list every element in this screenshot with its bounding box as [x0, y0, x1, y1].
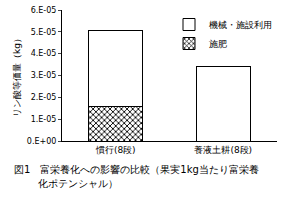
svg-text:施肥: 施肥	[209, 39, 227, 49]
svg-text:3.E-05: 3.E-05	[31, 71, 57, 80]
html-text:図1 富栄養化への影響の比較（果実1kg当たり富栄養化ポテン: 図1 富栄養化への影響の比較（果実1kg当たり富栄養化ポテンシャル）	[14, 164, 259, 189]
svg-text:5.E-05: 5.E-05	[31, 28, 57, 37]
svg-text:4.E-05: 4.E-05	[31, 49, 57, 58]
svg-text:機械・施設利用: 機械・施設利用	[209, 20, 272, 30]
svg-text:慣行(8段): 慣行(8段)	[95, 145, 136, 155]
svg-text:リン酸等価量（kg）: リン酸等価量（kg）	[12, 34, 22, 117]
svg-text:2.E-05: 2.E-05	[31, 93, 57, 102]
svg-text:6.E-05: 6.E-05	[31, 6, 57, 15]
svg-text:0.E+00: 0.E+00	[27, 137, 57, 146]
svg-text:養液土耕(8段): 養液土耕(8段)	[194, 145, 252, 155]
svg-text:1.E-05: 1.E-05	[31, 115, 57, 124]
